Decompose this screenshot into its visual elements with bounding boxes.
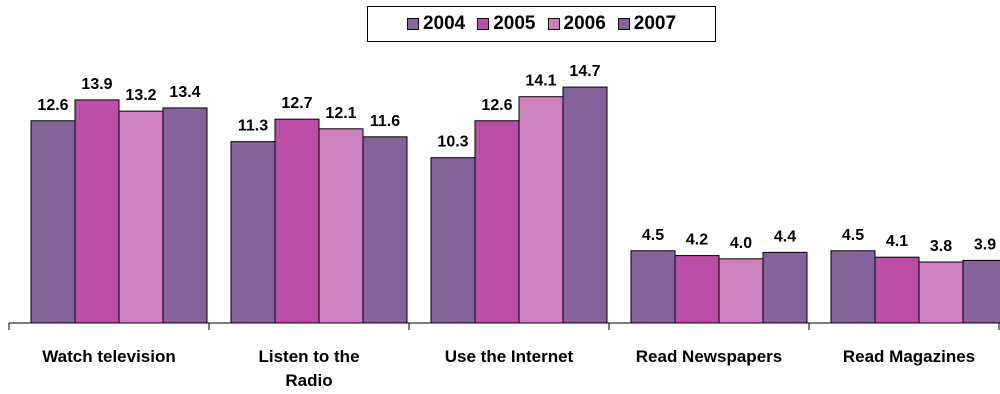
bar-read-magazines-2006 bbox=[918, 261, 964, 324]
bar-read-newspapers-2004 bbox=[630, 250, 676, 324]
legend-item-2006: 2006 bbox=[547, 13, 606, 35]
legend-label-2006: 2006 bbox=[563, 13, 606, 34]
bar-read-magazines-2005 bbox=[874, 256, 920, 324]
value-label-read-magazines-2004: 4.5 bbox=[842, 227, 864, 244]
value-label-use-the-internet-2006: 14.1 bbox=[525, 73, 556, 90]
value-label-listen-to-the-radio-2005: 12.7 bbox=[281, 95, 312, 112]
value-label-listen-to-the-radio-2007: 11.6 bbox=[370, 113, 400, 130]
value-label-read-magazines-2007: 3.9 bbox=[974, 236, 996, 253]
value-label-read-newspapers-2005: 4.2 bbox=[686, 232, 708, 249]
bar-watch-television-2004 bbox=[30, 120, 76, 324]
value-label-use-the-internet-2004: 10.3 bbox=[437, 134, 468, 151]
bar-use-the-internet-2005 bbox=[474, 120, 520, 324]
value-label-watch-television-2007: 13.4 bbox=[169, 84, 200, 101]
category-label-use-the-internet: Use the Internet bbox=[445, 347, 574, 366]
bar-read-magazines-2007 bbox=[962, 259, 1000, 324]
legend-swatch-2007 bbox=[617, 18, 630, 30]
category-label-read-newspapers: Read Newspapers bbox=[636, 347, 782, 366]
value-label-read-magazines-2006: 3.8 bbox=[930, 238, 952, 255]
legend-item-2005: 2005 bbox=[477, 13, 536, 35]
legend-swatch-2006 bbox=[547, 18, 560, 30]
category-label-read-magazines: Read Magazines bbox=[843, 347, 975, 366]
value-label-watch-television-2006: 13.2 bbox=[125, 87, 156, 104]
legend-label-2004: 2004 bbox=[422, 13, 466, 34]
value-label-watch-television-2005: 13.9 bbox=[81, 76, 112, 93]
bar-read-magazines-2004 bbox=[830, 250, 876, 324]
bar-watch-television-2005 bbox=[74, 99, 120, 324]
value-label-listen-to-the-radio-2004: 11.3 bbox=[238, 118, 268, 135]
category-label-listen-to-the-radio: Listen to the Radio bbox=[258, 347, 359, 390]
value-label-read-newspapers-2004: 4.5 bbox=[642, 227, 664, 244]
legend-label-2007: 2007 bbox=[633, 13, 677, 34]
legend-item-2004: 2004 bbox=[406, 13, 466, 35]
bar-read-newspapers-2005 bbox=[674, 255, 720, 324]
value-label-read-magazines-2005: 4.1 bbox=[886, 233, 908, 250]
chart-legend: 2004 2005 2006 2007 bbox=[367, 6, 716, 42]
legend-item-2007: 2007 bbox=[617, 13, 677, 35]
bar-listen-to-the-radio-2004 bbox=[230, 141, 276, 324]
bar-watch-television-2007 bbox=[162, 107, 208, 324]
bar-use-the-internet-2004 bbox=[430, 157, 476, 324]
value-label-read-newspapers-2006: 4.0 bbox=[730, 235, 752, 252]
value-label-read-newspapers-2007: 4.4 bbox=[774, 228, 796, 245]
category-label-watch-television: Watch television bbox=[42, 347, 176, 366]
bar-listen-to-the-radio-2007 bbox=[362, 136, 408, 324]
legend-label-2005: 2005 bbox=[493, 13, 536, 34]
value-label-use-the-internet-2005: 12.6 bbox=[481, 97, 512, 114]
value-label-listen-to-the-radio-2006: 12.1 bbox=[325, 105, 356, 122]
bar-listen-to-the-radio-2005 bbox=[274, 118, 320, 324]
legend-swatch-2004 bbox=[406, 18, 419, 30]
bar-read-newspapers-2006 bbox=[718, 258, 764, 324]
bar-read-newspapers-2007 bbox=[762, 251, 808, 324]
value-label-use-the-internet-2007: 14.7 bbox=[569, 63, 600, 80]
bar-listen-to-the-radio-2006 bbox=[318, 128, 364, 324]
bar-use-the-internet-2006 bbox=[518, 96, 564, 324]
bar-watch-television-2006 bbox=[118, 110, 164, 324]
value-label-watch-television-2004: 12.6 bbox=[37, 97, 68, 114]
bar-use-the-internet-2007 bbox=[562, 86, 608, 324]
legend-swatch-2005 bbox=[477, 18, 490, 30]
